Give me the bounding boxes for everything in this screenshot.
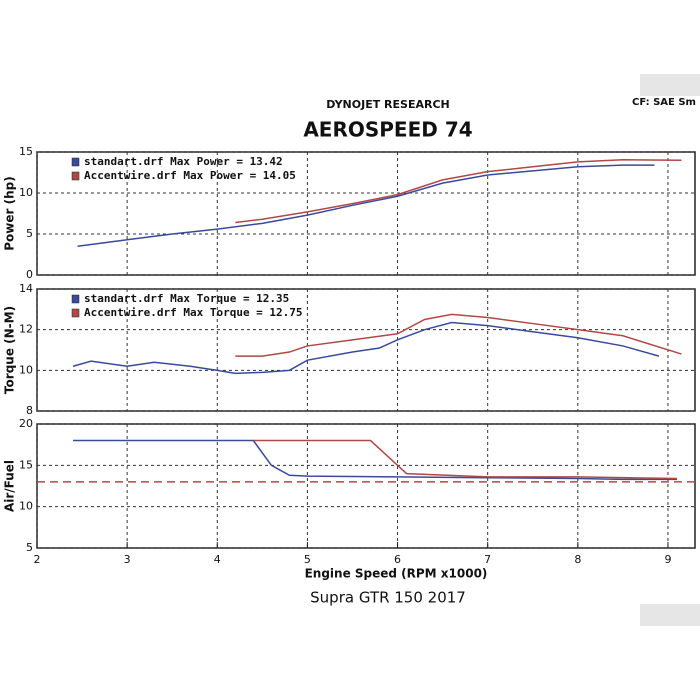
series-line bbox=[253, 439, 677, 480]
x-tick-label: 6 bbox=[394, 553, 401, 566]
legend-entry: standart.drf Max Torque = 12.35 bbox=[84, 292, 289, 305]
plot-area bbox=[36, 151, 696, 276]
title: AEROSPEED 74 bbox=[303, 118, 472, 142]
y-tick-label: 10 bbox=[19, 500, 33, 513]
series-line bbox=[72, 321, 660, 375]
y-tick-label: 12 bbox=[19, 323, 33, 336]
legend-swatch bbox=[71, 308, 80, 318]
x-tick-label: 2 bbox=[34, 553, 41, 566]
series-line bbox=[235, 159, 682, 224]
y-tick-label: 15 bbox=[19, 458, 33, 471]
caption: Supra GTR 150 2017 bbox=[310, 589, 466, 607]
legend-entry: standart.drf Max Power = 13.42 bbox=[84, 155, 283, 168]
x-axis-label: Engine Speed (RPM x1000) bbox=[305, 567, 488, 581]
x-tick-label: 5 bbox=[304, 553, 311, 566]
y-axis-label: Power (hp) bbox=[3, 176, 17, 250]
legend-entry: Accentwire.drf Max Power = 14.05 bbox=[84, 169, 296, 182]
plot-area bbox=[36, 423, 696, 549]
x-tick-label: 7 bbox=[484, 553, 491, 566]
cf-label: CF: SAE Sm bbox=[632, 97, 696, 108]
y-tick-label: 10 bbox=[19, 186, 33, 199]
x-tick-label: 8 bbox=[574, 553, 581, 566]
y-axis-label: Air/Fuel bbox=[3, 460, 17, 512]
series-line bbox=[73, 439, 677, 481]
series-line bbox=[77, 164, 655, 248]
x-tick-label: 3 bbox=[124, 553, 131, 566]
x-tick-label: 4 bbox=[214, 553, 221, 566]
legend-swatch bbox=[71, 171, 80, 181]
y-tick-label: 20 bbox=[19, 417, 33, 430]
legend-swatch bbox=[71, 157, 80, 167]
x-tick-label: 9 bbox=[664, 553, 671, 566]
legend-swatch bbox=[71, 294, 80, 304]
legend-entry: Accentwire.drf Max Torque = 12.75 bbox=[84, 306, 303, 319]
y-tick-label: 15 bbox=[19, 145, 33, 158]
series-line bbox=[235, 313, 682, 357]
y-tick-label: 8 bbox=[26, 404, 33, 417]
org: DYNOJET RESEARCH bbox=[326, 98, 449, 111]
y-tick-label: 5 bbox=[26, 541, 33, 554]
corner-box bbox=[640, 604, 700, 626]
y-tick-label: 0 bbox=[26, 268, 33, 281]
y-tick-label: 5 bbox=[26, 227, 33, 240]
y-tick-label: 10 bbox=[19, 363, 33, 376]
y-axis-label: Torque (N-M) bbox=[3, 306, 17, 394]
corner-box bbox=[640, 74, 700, 96]
y-tick-label: 14 bbox=[19, 282, 33, 295]
